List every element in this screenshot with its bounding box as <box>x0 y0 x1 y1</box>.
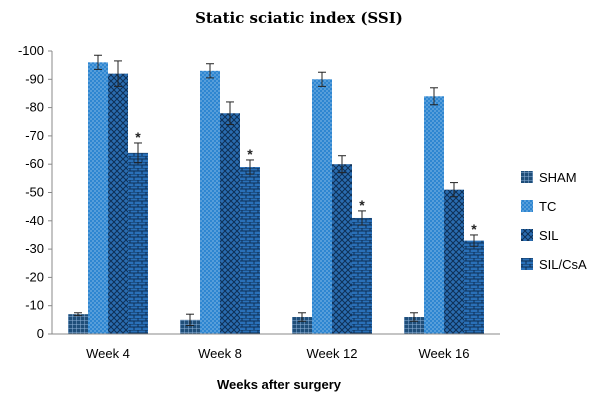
x-tick-label: Week 12 <box>306 346 357 361</box>
error-bar <box>74 312 82 317</box>
bar-tc <box>424 96 444 334</box>
error-bar <box>186 313 194 327</box>
error-bar <box>450 182 458 198</box>
legend-item: SIL/CsA <box>521 257 587 272</box>
y-tick-label: 0 <box>37 326 44 341</box>
error-bar <box>318 71 326 87</box>
error-bar <box>134 142 142 164</box>
legend-label: TC <box>539 199 556 214</box>
y-tick-label: -50 <box>25 185 44 200</box>
y-tick-label: -20 <box>25 269 44 284</box>
error-bar <box>470 234 478 247</box>
error-bar <box>226 101 234 126</box>
x-axis-label: Weeks after surgery <box>217 377 342 392</box>
bar-sham <box>68 314 88 334</box>
significance-marker: * <box>359 197 365 213</box>
legend-item: SHAM <box>521 170 577 185</box>
bar-sham <box>180 319 200 334</box>
y-tick-label: -80 <box>25 100 44 115</box>
y-tick-label: -40 <box>25 213 44 228</box>
x-tick-label: Week 8 <box>198 346 242 361</box>
error-bar <box>114 60 122 87</box>
y-tick-label: -60 <box>25 156 44 171</box>
bar-tc <box>312 79 332 334</box>
significance-marker: * <box>471 221 477 237</box>
y-tick-label: -100 <box>18 43 44 58</box>
bar-tc <box>88 62 108 334</box>
bar-sil-csa <box>240 167 260 334</box>
bar-sil-csa <box>464 240 484 334</box>
error-bar <box>358 210 366 226</box>
bar-sil <box>108 73 128 334</box>
error-bar <box>338 155 346 174</box>
bar-sil <box>444 189 464 334</box>
bar-tc <box>200 70 220 334</box>
error-bar <box>94 54 102 70</box>
legend-swatch <box>521 258 533 270</box>
x-tick-label: Week 4 <box>86 346 130 361</box>
x-tick-label: Week 16 <box>418 346 469 361</box>
y-tick-label: -90 <box>25 71 44 86</box>
y-tick-label: -70 <box>25 128 44 143</box>
legend-label: SIL/CsA <box>539 257 587 272</box>
legend-item: TC <box>521 199 556 214</box>
legend-swatch <box>521 200 533 212</box>
plot-area: * * * * <box>68 54 484 334</box>
error-bar <box>206 63 214 79</box>
y-axis: -100-90-80-70-60-50-40-30-20-100 <box>18 43 53 341</box>
legend-item: SIL <box>521 228 559 243</box>
bar-sil <box>220 113 240 334</box>
y-tick-label: -10 <box>25 298 44 313</box>
y-tick-label: -30 <box>25 241 44 256</box>
error-bar <box>410 312 418 322</box>
significance-marker: * <box>135 129 141 145</box>
legend-swatch <box>521 229 533 241</box>
x-axis: Week 4 Week 8 Week 12 Week 16 <box>52 333 500 361</box>
bar-sham <box>292 317 312 334</box>
error-bar <box>430 87 438 106</box>
significance-marker: * <box>247 146 253 162</box>
legend: SHAM TC SIL SIL/CsA <box>521 170 587 272</box>
legend-label: SHAM <box>539 170 577 185</box>
bar-sil <box>332 164 352 334</box>
bar-sil-csa <box>128 152 148 334</box>
error-bar <box>298 312 306 322</box>
error-bar <box>246 159 254 175</box>
bar-sil-csa <box>352 217 372 334</box>
bar-sham <box>404 317 424 334</box>
legend-label: SIL <box>539 228 559 243</box>
legend-swatch <box>521 171 533 183</box>
chart-title: Static sciatic index (SSI) <box>195 9 403 27</box>
